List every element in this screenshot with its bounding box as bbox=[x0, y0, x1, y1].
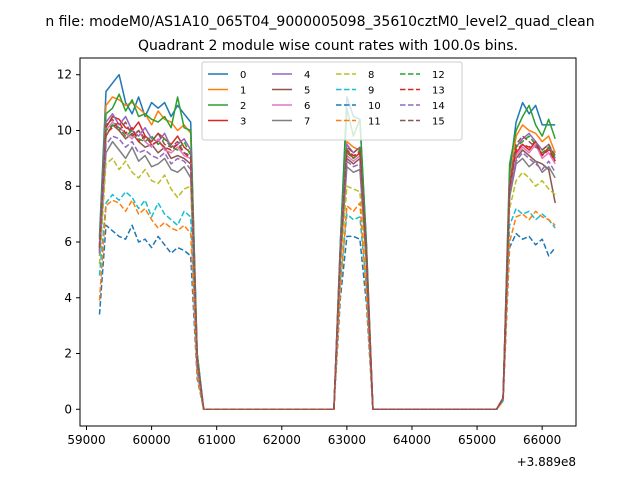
legend-label-12: 12 bbox=[432, 70, 445, 81]
legend-label-11: 11 bbox=[368, 117, 381, 128]
x-tick-label: 63000 bbox=[328, 433, 366, 447]
chart-title: Quadrant 2 module wise count rates with … bbox=[138, 38, 518, 54]
y-tick-label: 4 bbox=[64, 291, 72, 305]
chart-suptitle: n file: modeM0/AS1A10_065T04_9000005098_… bbox=[45, 14, 594, 30]
y-tick-label: 10 bbox=[57, 123, 72, 137]
legend-label-15: 15 bbox=[432, 117, 445, 128]
legend-label-0: 0 bbox=[240, 70, 246, 81]
legend-label-10: 10 bbox=[368, 101, 381, 112]
x-offset-label: +3.889e8 bbox=[517, 455, 576, 469]
x-tick-label: 61000 bbox=[198, 433, 236, 447]
y-tick-label: 6 bbox=[64, 235, 72, 249]
y-tick-label: 0 bbox=[64, 402, 72, 416]
x-tick-label: 64000 bbox=[393, 433, 431, 447]
legend-label-7: 7 bbox=[304, 117, 310, 128]
legend-label-14: 14 bbox=[432, 101, 445, 112]
x-tick-label: 60000 bbox=[133, 433, 171, 447]
legend-label-4: 4 bbox=[304, 70, 310, 81]
series-line-15 bbox=[98, 118, 556, 411]
y-tick-label: 12 bbox=[57, 68, 72, 82]
y-tick-label: 2 bbox=[64, 347, 72, 361]
y-tick-label: 8 bbox=[64, 179, 72, 193]
legend-label-1: 1 bbox=[240, 86, 246, 97]
legend-label-3: 3 bbox=[240, 117, 246, 128]
series-line-9 bbox=[98, 191, 556, 411]
x-tick-label: 59000 bbox=[67, 433, 105, 447]
legend-label-13: 13 bbox=[432, 86, 445, 97]
legend-label-5: 5 bbox=[304, 86, 310, 97]
x-tick-label: 65000 bbox=[458, 433, 496, 447]
legend-box bbox=[201, 61, 463, 141]
x-tick-label: 66000 bbox=[523, 433, 561, 447]
x-axis: 59000 60000 61000 62000 63000 64000 65000 66000 bbox=[67, 426, 561, 447]
series-line-13 bbox=[98, 121, 556, 411]
legend-label-2: 2 bbox=[240, 101, 246, 112]
legend-label-8: 8 bbox=[368, 70, 374, 81]
legend-label-6: 6 bbox=[304, 101, 310, 112]
series-line-14 bbox=[98, 135, 556, 411]
series-layer bbox=[98, 73, 556, 411]
legend-label-9: 9 bbox=[368, 86, 374, 97]
x-tick-label: 62000 bbox=[263, 433, 301, 447]
y-axis: 0 2 4 6 8 10 12 bbox=[57, 68, 80, 416]
